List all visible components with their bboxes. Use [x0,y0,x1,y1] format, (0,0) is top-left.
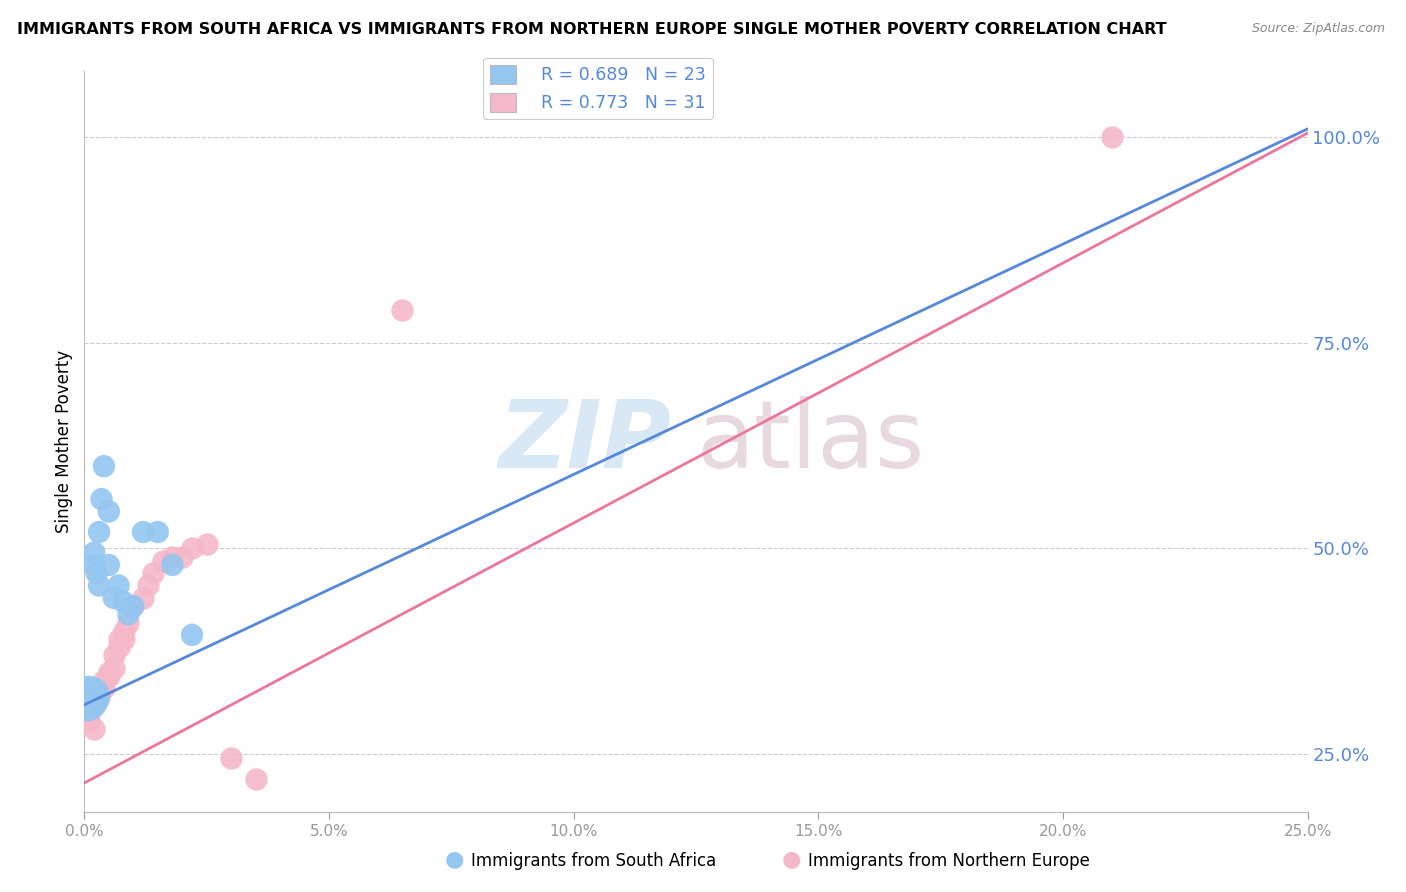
Text: IMMIGRANTS FROM SOUTH AFRICA VS IMMIGRANTS FROM NORTHERN EUROPE SINGLE MOTHER PO: IMMIGRANTS FROM SOUTH AFRICA VS IMMIGRAN… [17,22,1167,37]
Point [117,615,139,630]
Point [245,772,267,786]
Point [90,492,112,507]
Point [97,558,120,572]
Point [103,591,125,605]
Point [97,504,120,518]
Point [103,648,125,663]
Point [80,681,103,696]
Point [107,578,129,592]
Point [77,690,100,704]
Point [181,628,204,642]
Point [93,681,115,696]
Point [107,640,129,655]
Y-axis label: Single Mother Poverty: Single Mother Poverty [55,350,73,533]
Text: ●: ● [444,850,464,870]
Point [107,632,129,646]
Text: ●: ● [782,850,801,870]
Text: Immigrants from Northern Europe: Immigrants from Northern Europe [808,852,1090,870]
Point [83,558,105,572]
Point [112,632,135,646]
Point [77,706,100,720]
Point [80,698,103,712]
Point [136,578,159,592]
Point [77,685,100,699]
Point [87,690,110,704]
Point [181,541,204,556]
Point [93,673,115,687]
Point [391,302,413,317]
Text: atlas: atlas [696,395,924,488]
Point [87,578,110,592]
Point [83,723,105,737]
Point [195,537,218,551]
Point [308,854,330,868]
Text: Source: ZipAtlas.com: Source: ZipAtlas.com [1251,22,1385,36]
Point [112,595,135,609]
Legend:   R = 0.689   N = 23,   R = 0.773   N = 31: R = 0.689 N = 23, R = 0.773 N = 31 [484,58,713,119]
Point [122,599,145,613]
Point [112,624,135,638]
Point [76,710,98,724]
Point [132,524,155,539]
Point [122,599,145,613]
Point [259,825,281,839]
Point [87,524,110,539]
Point [83,694,105,708]
Point [93,459,115,474]
Point [146,524,169,539]
Point [172,549,194,564]
Point [1101,130,1123,145]
Point [97,669,120,683]
Point [132,591,155,605]
Point [162,549,184,564]
Point [219,751,242,765]
Text: Immigrants from South Africa: Immigrants from South Africa [471,852,716,870]
Text: ZIP: ZIP [499,395,672,488]
Point [152,554,174,568]
Point [76,694,98,708]
Point [83,546,105,560]
Point [117,607,139,622]
Point [103,661,125,675]
Point [97,665,120,679]
Point [162,558,184,572]
Point [86,566,108,581]
Point [87,685,110,699]
Point [142,566,165,581]
Point [77,714,100,729]
